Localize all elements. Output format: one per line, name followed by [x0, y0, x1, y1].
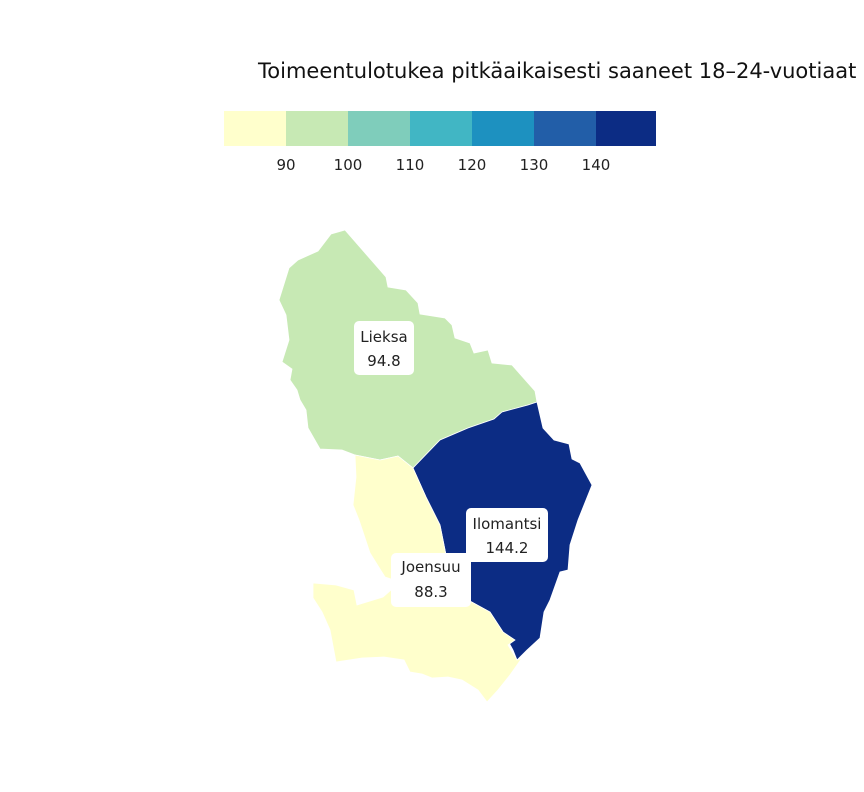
label-box-lieksa [354, 321, 414, 375]
label-box-joensuu [391, 553, 471, 607]
legend-swatch-4 [410, 111, 472, 146]
label-value-lieksa: 94.8 [367, 352, 400, 370]
legend-swatch-2 [286, 111, 348, 146]
label-name-joensuu: Joensuu [400, 558, 460, 576]
legend-swatch-6 [534, 111, 596, 146]
legend-swatch-7 [596, 111, 656, 146]
legend-tick-140: 140 [582, 156, 611, 174]
map-title: Toimeentulotukea pitkäaikaisesti saaneet… [257, 59, 856, 83]
label-value-ilomantsi: 144.2 [486, 539, 529, 557]
legend-tick-110: 110 [396, 156, 425, 174]
region-labels: Lieksa 94.8 Ilomantsi 144.2 Joensuu 88.3 [354, 321, 548, 607]
legend-tick-120: 120 [458, 156, 487, 174]
label-name-ilomantsi: Ilomantsi [473, 515, 542, 533]
label-box-ilomantsi [466, 508, 548, 562]
legend-tick-100: 100 [334, 156, 363, 174]
color-legend: 90 100 110 120 130 140 [224, 111, 656, 174]
label-lieksa: Lieksa 94.8 [354, 321, 414, 375]
legend-swatch-3 [348, 111, 410, 146]
legend-tick-90: 90 [276, 156, 295, 174]
legend-tick-130: 130 [520, 156, 549, 174]
label-ilomantsi: Ilomantsi 144.2 [466, 508, 548, 562]
legend-swatch-5 [472, 111, 534, 146]
map-regions [278, 229, 593, 703]
legend-swatch-1 [224, 111, 286, 146]
label-joensuu: Joensuu 88.3 [391, 553, 471, 607]
label-name-lieksa: Lieksa [360, 328, 407, 346]
label-value-joensuu: 88.3 [414, 583, 447, 601]
